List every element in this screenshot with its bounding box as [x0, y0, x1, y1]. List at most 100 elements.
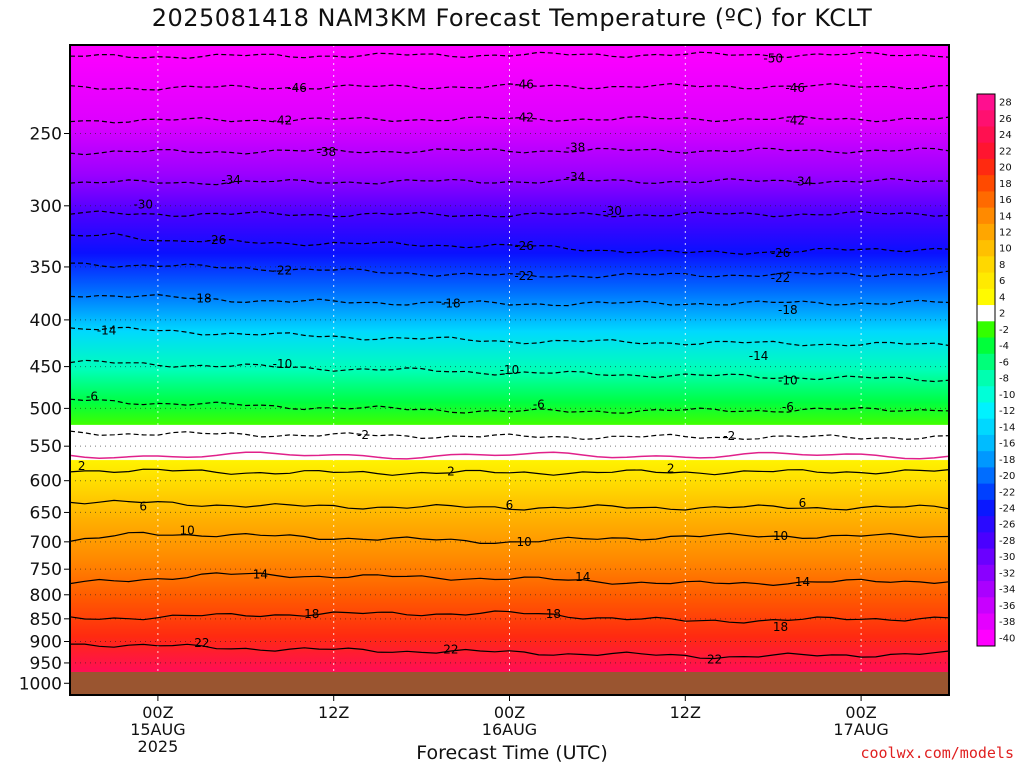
contour-line — [70, 643, 950, 660]
colorbar-label: 6 — [999, 276, 1005, 287]
contour-label: -2 — [723, 429, 735, 443]
contour-label: -26 — [514, 239, 534, 253]
colorbar-swatch — [977, 175, 995, 192]
contour-line — [69, 398, 950, 414]
contour-label: -30 — [133, 197, 153, 211]
colorbar-frame — [976, 93, 996, 647]
colorbar-swatch — [977, 418, 995, 436]
colorbar-swatch — [977, 483, 995, 501]
colorbar-swatch — [977, 94, 995, 111]
contour-line — [69, 531, 950, 544]
contour-label: -34 — [221, 173, 241, 187]
contour-line — [69, 610, 950, 624]
colorbar-label: 10 — [999, 244, 1012, 255]
colorbar-label: 20 — [999, 163, 1012, 174]
colorbar-label: -16 — [999, 439, 1015, 450]
contour-label: 18 — [304, 607, 319, 621]
colorbar-label: -10 — [999, 390, 1015, 401]
contour-label: -18 — [778, 303, 798, 317]
contour-label: -46 — [514, 78, 534, 92]
contour-label: -30 — [602, 204, 622, 218]
y-tick-label: 700 — [30, 533, 62, 553]
colorbar-label: 2 — [999, 309, 1005, 320]
y-tick-label: 900 — [30, 632, 62, 652]
x-tick-label: 00Z — [845, 703, 876, 722]
contour-label: -34 — [566, 170, 586, 184]
contour-line — [69, 115, 950, 124]
colorbar-swatch — [977, 467, 995, 485]
x-tick-label: 15AUG — [130, 720, 185, 739]
x-tick-label: 16AUG — [482, 720, 537, 739]
colorbar-label: 8 — [999, 260, 1005, 271]
colorbar-label: 12 — [999, 228, 1012, 239]
y-tick-label: 250 — [30, 124, 62, 144]
colorbar-label: -2 — [999, 325, 1009, 336]
ground-layer — [70, 672, 949, 695]
y-tick-label: 750 — [30, 560, 62, 580]
colorbar-swatch — [977, 288, 995, 306]
y-tick-label: 400 — [30, 311, 62, 331]
y-tick-label: 1000 — [19, 674, 62, 694]
colorbar-label: -4 — [999, 341, 1009, 352]
colorbar-swatch — [977, 629, 995, 647]
colorbar-label: -30 — [999, 552, 1015, 563]
colorbar: 28 26 24 22 20 18 16 14 12 10 8 6 4 2 -2 -4 -6 -8 -10 -12 -1… — [976, 93, 1015, 647]
contour-label: -26 — [207, 233, 227, 247]
colorbar-label: -8 — [999, 374, 1009, 385]
contour-label: -42 — [514, 110, 534, 124]
colorbar-label: 28 — [999, 98, 1012, 109]
colorbar-swatch — [977, 613, 995, 631]
contour-line — [69, 51, 950, 60]
colorbar-label: -22 — [999, 487, 1015, 498]
contour-label: -22 — [771, 271, 791, 285]
contour-label: 6 — [139, 499, 147, 513]
contour-line — [69, 499, 950, 511]
colorbar-label: -20 — [999, 471, 1015, 482]
contour-label: 6 — [799, 496, 807, 510]
contour-label: -46 — [785, 81, 805, 95]
contour-label: 22 — [443, 642, 458, 656]
y-tick-label: 950 — [30, 654, 62, 674]
colorbar-swatch — [977, 126, 995, 144]
freezing-level-line — [69, 451, 950, 460]
y-tick-label: 800 — [30, 586, 62, 606]
colorbar-swatch — [977, 321, 995, 339]
colorbar-swatch — [977, 402, 995, 420]
colorbar-label: 4 — [999, 292, 1005, 303]
credit-link[interactable]: coolwx.com/models — [860, 744, 1014, 762]
colorbar-swatch — [977, 370, 995, 387]
contour-label: 18 — [546, 607, 561, 621]
colorbar-swatch — [977, 256, 995, 274]
contour-label: -26 — [771, 246, 791, 260]
contour-label: -34 — [793, 174, 813, 188]
colorbar-label: 18 — [999, 179, 1012, 190]
colorbar-label: 24 — [999, 130, 1012, 141]
y-tick-label: 500 — [30, 399, 62, 419]
contour-label: -18 — [441, 297, 461, 311]
colorbar-label: -12 — [999, 406, 1015, 417]
contour-label: 18 — [773, 620, 788, 634]
colorbar-swatch — [977, 142, 995, 160]
colorbar-swatch — [977, 240, 995, 257]
colorbar-label: 26 — [999, 114, 1012, 125]
contour-label: 22 — [707, 653, 722, 667]
contour-label: -46 — [287, 81, 307, 95]
contour-line — [69, 326, 950, 347]
colorbar-swatch — [977, 581, 995, 598]
colorbar-swatch — [977, 597, 995, 615]
contour-line — [69, 572, 950, 587]
contour-label: 14 — [795, 575, 810, 589]
contour-label: 6 — [506, 498, 514, 512]
y-tick-label: 300 — [30, 197, 62, 217]
contour-label: -6 — [782, 400, 794, 414]
y-tick-label: 550 — [30, 437, 62, 457]
y-tick-label: 600 — [30, 472, 62, 492]
y-tick-label: 350 — [30, 258, 62, 278]
contour-label: -6 — [533, 397, 545, 411]
contour-line — [69, 83, 950, 91]
contour-label: 14 — [575, 570, 590, 584]
colorbar-swatch — [977, 564, 995, 582]
colorbar-label: -26 — [999, 520, 1015, 531]
contour-label: 10 — [180, 523, 195, 537]
